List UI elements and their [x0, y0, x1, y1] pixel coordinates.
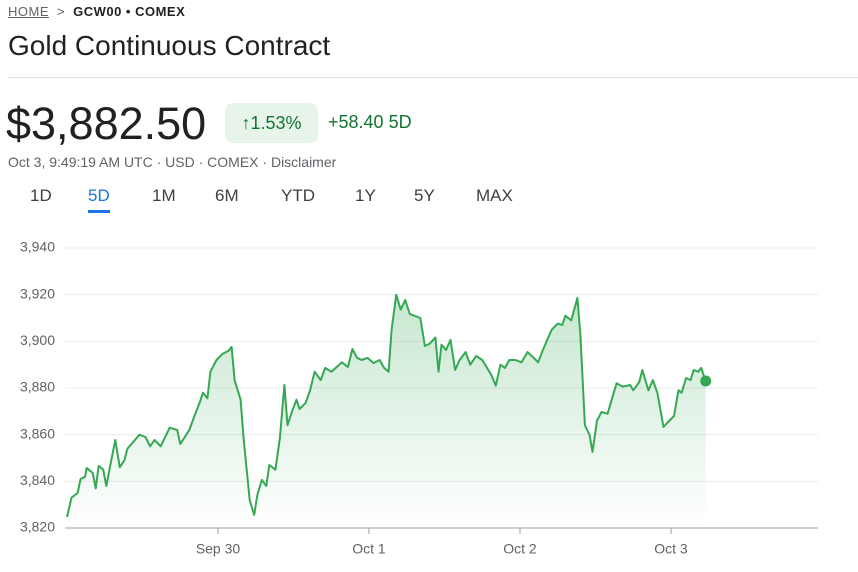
range-tab[interactable]: 1Y [355, 186, 376, 205]
y-tick-label: 3,840 [20, 472, 55, 488]
meta: Oct 3, 9:49:19 AM UTC · USD · COMEX · Di… [8, 154, 336, 170]
change-line: +58.40 5D [328, 112, 412, 133]
y-tick-label: 3,940 [20, 239, 55, 255]
range-tab[interactable]: 5Y [414, 186, 435, 205]
breadcrumb-current: GCW00 • COMEX [73, 4, 186, 19]
area [67, 294, 706, 528]
y-tick-label: 3,880 [20, 379, 55, 395]
range-tab[interactable]: 5D [88, 186, 110, 213]
price: $3,882.50 [6, 98, 207, 149]
y-tick-label: 3,860 [20, 425, 55, 441]
breadcrumb: HOME > GCW00 • COMEX [8, 4, 185, 19]
y-tick-label: 3,820 [20, 519, 55, 535]
divider [8, 77, 858, 78]
x-tick-label: Sep 30 [196, 541, 241, 557]
x-tick-label: Oct 3 [654, 541, 688, 557]
period: 5D [388, 112, 412, 132]
y-tick-label: 3,900 [20, 332, 55, 348]
title: Gold Continuous Contract [8, 30, 331, 61]
price-line [66, 293, 707, 518]
disclaimer[interactable]: Disclaimer [270, 154, 337, 170]
change: +58.40 [328, 112, 384, 132]
range-tab[interactable]: 1M [152, 186, 176, 205]
range-tab[interactable]: 1D [30, 186, 52, 205]
x-tick-label: Oct 1 [352, 541, 386, 557]
meta-info: Oct 3, 9:49:19 AM UTC · USD · COMEX · [8, 154, 268, 170]
breadcrumb-home[interactable]: HOME [8, 4, 49, 19]
range-tab[interactable]: YTD [281, 186, 315, 205]
x-tick-label: Oct 2 [503, 541, 537, 557]
current-point [700, 375, 712, 387]
change-percent: 1.53% [250, 112, 302, 133]
breadcrumb-separator: > [57, 4, 66, 19]
range-tab[interactable]: 6M [215, 186, 239, 205]
y-tick-label: 3,920 [20, 285, 55, 301]
range-tab[interactable]: MAX [476, 186, 513, 205]
change-badge: ↑ 1.53% [225, 103, 318, 143]
up-arrow: ↑ [241, 112, 251, 133]
